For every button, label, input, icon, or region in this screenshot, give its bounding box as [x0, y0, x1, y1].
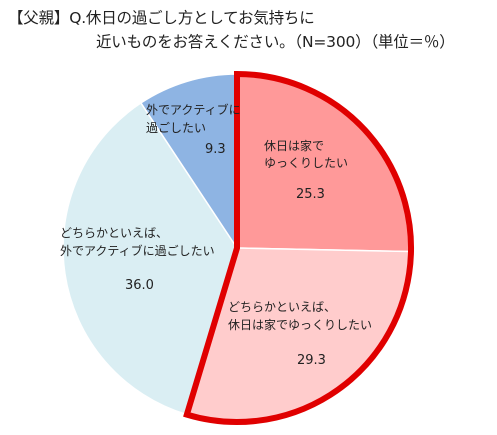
- slice-label-0-line-0: 休日は家で: [264, 138, 324, 153]
- slice-value-3: 9.3: [205, 142, 226, 157]
- slice-value-1: 29.3: [297, 353, 326, 368]
- slice-label-1-line-0: どちらかといえば、: [228, 300, 336, 314]
- slice-label-2-line-0: どちらかといえば、: [60, 226, 168, 240]
- slice-label-3-line-1: 過ごしたい: [146, 120, 206, 135]
- highlight-outline: [183, 70, 414, 425]
- slice-label-1-line-1: 休日は家でゆっくりしたい: [228, 317, 372, 332]
- slice-value-0: 25.3: [296, 187, 325, 202]
- pie-slice-3: [139, 73, 238, 251]
- chart-title: 【父親】Q.休日の過ごし方としてお気持ちに 近いものをお答えください。（N=30…: [8, 6, 488, 54]
- chart-title-line1: 【父親】Q.休日の過ごし方としてお気持ちに: [8, 9, 315, 27]
- slice-label-0-line-1: ゆっくりしたい: [264, 156, 348, 170]
- slice-value-2: 36.0: [125, 278, 154, 293]
- chart-title-line2: 近いものをお答えください。（N=300）（単位＝％）: [96, 33, 455, 51]
- pie-slice-2: [62, 101, 238, 416]
- slice-label-2-line-1: 外でアクティブに過ごしたい: [60, 243, 215, 258]
- slice-label-3-line-0: 外でアクティブに: [146, 102, 241, 117]
- pie-slices: [62, 73, 412, 423]
